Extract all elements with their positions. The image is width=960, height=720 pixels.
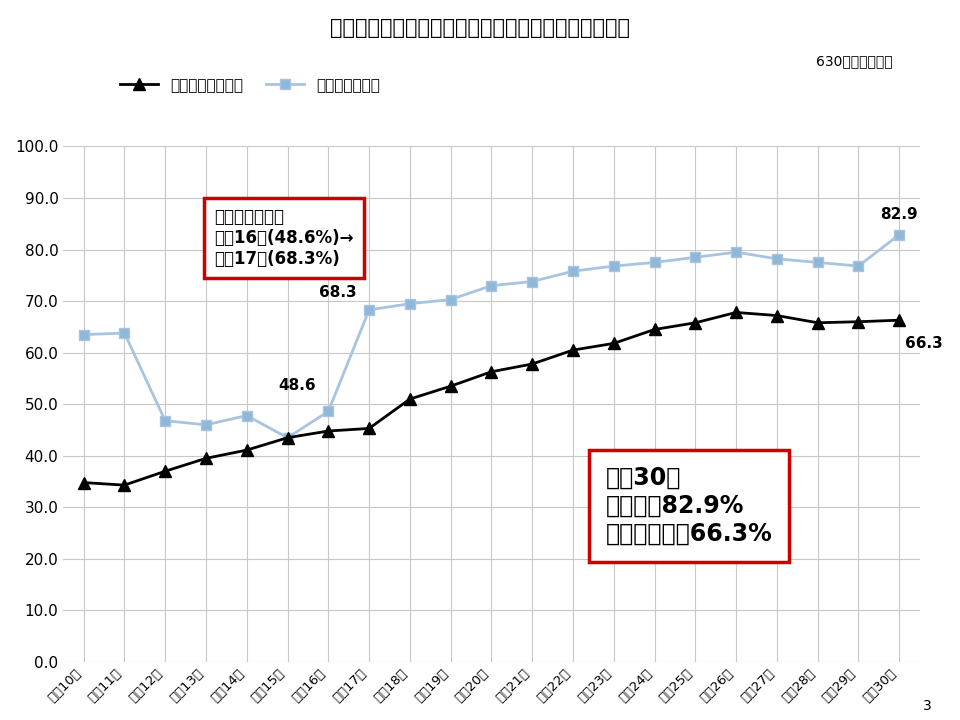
終日閉鎖人数％ — [282, 433, 294, 442]
医療保護入院者％ — [486, 367, 497, 376]
終日閉鎖人数％ — [241, 411, 252, 420]
終日閉鎖人数％ — [771, 255, 782, 264]
終日閉鎖人数％ — [78, 330, 89, 339]
終日閉鎖人数％ — [486, 282, 497, 290]
医療保護入院者％ — [119, 481, 131, 490]
Legend: 医療保護入院者％, 終日閉鎖人数％: 医療保護入院者％, 終日閉鎖人数％ — [113, 71, 387, 99]
Text: 48.6: 48.6 — [278, 379, 316, 393]
Line: 医療保護入院者％: 医療保護入院者％ — [78, 307, 905, 491]
終日閉鎖人数％ — [689, 253, 701, 261]
医療保護入院者％ — [608, 339, 619, 348]
医療保護入院者％ — [567, 346, 579, 354]
医療保護入院者％ — [852, 318, 864, 326]
Text: 68.3: 68.3 — [320, 284, 357, 300]
Text: 82.9: 82.9 — [880, 207, 918, 222]
Text: 66.3: 66.3 — [905, 336, 943, 351]
終日閉鎖人数％ — [852, 262, 864, 271]
医療保護入院者％ — [404, 395, 416, 403]
終日閉鎖人数％ — [363, 305, 374, 314]
Text: 3: 3 — [923, 699, 931, 713]
医療保護入院者％ — [444, 382, 456, 390]
医療保護入院者％ — [526, 360, 538, 369]
終日閉鎖人数％ — [444, 295, 456, 304]
医療保護入院者％ — [731, 308, 742, 317]
Text: 630調査から作成: 630調査から作成 — [816, 54, 893, 68]
終日閉鎖人数％ — [159, 416, 171, 425]
医療保護入院者％ — [78, 478, 89, 487]
医療保護入院者％ — [282, 433, 294, 442]
終日閉鎖人数％ — [812, 258, 824, 267]
終日閉鎖人数％ — [526, 277, 538, 286]
医療保護入院者％ — [323, 427, 334, 436]
医療保護入院者％ — [812, 318, 824, 327]
医療保護入院者％ — [649, 325, 660, 334]
Line: 終日閉鎖人数％: 終日閉鎖人数％ — [79, 230, 904, 443]
Text: 平成30年
終日閉鎖82.9%
医療保護入院66.3%: 平成30年 終日閉鎖82.9% 医療保護入院66.3% — [606, 466, 773, 546]
医療保護入院者％ — [689, 318, 701, 327]
終日閉鎖人数％ — [649, 258, 660, 267]
終日閉鎖人数％ — [894, 230, 905, 239]
医療保護入院者％ — [771, 311, 782, 320]
終日閉鎖人数％ — [201, 420, 212, 429]
医療保護入院者％ — [201, 454, 212, 463]
医療保護入院者％ — [894, 316, 905, 325]
医療保護入院者％ — [241, 446, 252, 454]
終日閉鎖人数％ — [119, 329, 131, 338]
Text: 終日閉鎖処遇者
平成16年(48.6%)→
平成17年(68.3%): 終日閉鎖処遇者 平成16年(48.6%)→ 平成17年(68.3%) — [214, 208, 353, 268]
Text: 埼玉県医療保護入院者、終日閉鎖処遇者割合年次推移: 埼玉県医療保護入院者、終日閉鎖処遇者割合年次推移 — [330, 18, 630, 38]
終日閉鎖人数％ — [731, 248, 742, 256]
終日閉鎖人数％ — [404, 300, 416, 308]
医療保護入院者％ — [363, 424, 374, 433]
医療保護入院者％ — [159, 467, 171, 475]
終日閉鎖人数％ — [608, 262, 619, 271]
終日閉鎖人数％ — [323, 407, 334, 415]
終日閉鎖人数％ — [567, 267, 579, 276]
